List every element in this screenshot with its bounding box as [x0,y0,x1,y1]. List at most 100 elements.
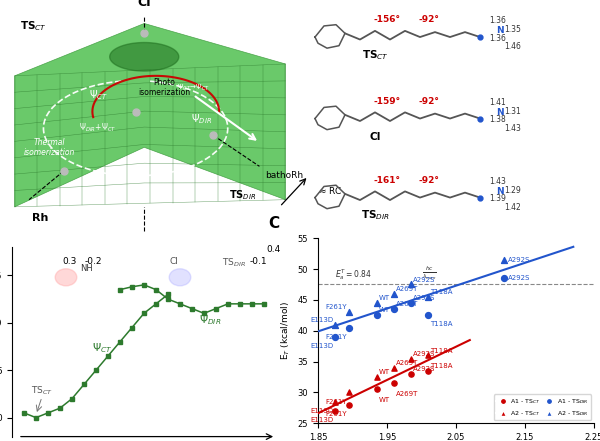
Text: -0.1: -0.1 [249,257,267,266]
Text: T118A: T118A [430,348,453,354]
Text: TS$_{DIR}$: TS$_{DIR}$ [229,188,256,202]
Text: 0.3: 0.3 [62,257,77,266]
Text: E113D: E113D [310,317,333,323]
Text: -92°: -92° [419,176,439,185]
Text: WT: WT [379,369,390,375]
Text: -156°: -156° [373,15,401,24]
Text: A269T: A269T [396,301,418,307]
Text: WT: WT [379,295,390,301]
Text: 1.36: 1.36 [489,34,506,43]
Point [372,299,382,306]
Text: A269T: A269T [396,360,418,366]
Text: TS$_{CT}$: TS$_{CT}$ [20,19,47,33]
Text: Rh: Rh [32,213,49,224]
Point [424,352,433,359]
Text: 1.41: 1.41 [489,98,506,107]
Point [344,324,354,331]
Point [389,364,398,371]
Text: $\Psi_{CT}$: $\Psi_{CT}$ [89,88,108,102]
Text: A292S: A292S [413,366,436,372]
Text: A269T: A269T [396,286,418,292]
Point [331,333,340,340]
Text: A292S: A292S [413,277,436,283]
Text: TS$_{CT}$: TS$_{CT}$ [31,385,53,397]
Text: 1.42: 1.42 [504,203,521,212]
Point [406,281,416,288]
Point [424,367,433,374]
Point [331,407,340,415]
Circle shape [55,269,77,286]
Text: E113D: E113D [310,417,333,423]
Text: A292S: A292S [413,295,436,301]
Text: $\approx$BLA: $\approx$BLA [60,262,90,273]
Text: NH: NH [80,264,93,273]
Text: TS$_{DIR}$: TS$_{DIR}$ [222,257,246,269]
Text: $\Psi_{DIR}$: $\Psi_{DIR}$ [191,112,212,126]
Text: A269T: A269T [396,391,418,396]
Text: TS$_{CT}$: TS$_{CT}$ [362,48,388,62]
Text: E113D: E113D [310,408,333,414]
Text: $\frac{hc}{\lambda_{max}}$: $\frac{hc}{\lambda_{max}}$ [421,265,436,282]
Text: 1.31: 1.31 [504,107,521,116]
Text: Photo
isomerization: Photo isomerization [139,78,190,97]
Text: 0.4: 0.4 [266,245,281,254]
Text: $\Psi_{CT}$: $\Psi_{CT}$ [92,341,112,355]
Text: 1.43: 1.43 [504,124,521,133]
Text: A292S: A292S [508,257,530,263]
Text: 1.29: 1.29 [504,186,521,194]
Text: 1.39: 1.39 [489,194,506,203]
Text: C: C [268,216,280,231]
Text: bathoRh: bathoRh [265,171,304,180]
Point [406,299,416,306]
Text: -0.2: -0.2 [85,257,103,266]
Point [389,306,398,313]
Point [372,374,382,381]
Text: N: N [497,187,504,196]
Polygon shape [110,42,179,71]
Text: 1.46: 1.46 [504,42,521,52]
Point [406,370,416,377]
Point [389,380,398,387]
Text: N: N [497,26,504,35]
Y-axis label: E$_T$ (kcal/mol): E$_T$ (kcal/mol) [280,301,292,360]
Point [331,398,340,405]
Point [331,321,340,328]
Text: $\Psi_{DIR}$: $\Psi_{DIR}$ [199,313,221,327]
Text: CI: CI [170,257,178,266]
Legend: A1 - TS$_{CT}$, A2 - TS$_{CT}$, A1 - TS$_{DIR}$, A2 - TS$_{DIR}$: A1 - TS$_{CT}$, A2 - TS$_{CT}$, A1 - TS$… [494,394,591,420]
Text: WT: WT [379,307,390,314]
Text: 1.36: 1.36 [489,16,506,26]
Point [389,290,398,297]
Text: A292S: A292S [413,351,436,357]
Point [344,401,354,408]
Text: 1.38: 1.38 [489,115,506,124]
Point [344,389,354,396]
Point [406,355,416,362]
Text: F261Y: F261Y [325,399,347,405]
Text: $\Psi_{DIR}{+}\Psi_{CT}$: $\Psi_{DIR}{+}\Psi_{CT}$ [79,122,117,135]
Text: A292S: A292S [508,275,530,281]
Point [424,312,433,319]
Text: 1.35: 1.35 [504,25,521,34]
Text: F261Y: F261Y [325,304,347,310]
Point [372,312,382,319]
Text: 1.43: 1.43 [489,177,506,186]
Circle shape [169,269,191,286]
Text: $E_a^T = 0.84$: $E_a^T = 0.84$ [335,267,372,282]
Polygon shape [14,23,286,207]
Point [344,309,354,316]
Text: T118A: T118A [430,363,453,369]
Point [500,256,509,263]
Point [372,386,382,393]
Point [500,275,509,282]
Text: TS$_{DIR}$: TS$_{DIR}$ [361,209,389,222]
Text: $\Psi_{CT}\!\to\!\Psi_{CT}$: $\Psi_{CT}\!\to\!\Psi_{CT}$ [177,82,209,93]
Text: Thermal
isomerization: Thermal isomerization [23,138,75,157]
Text: CI: CI [369,131,381,142]
Text: WT: WT [379,397,390,403]
Text: F261Y: F261Y [325,334,347,340]
Text: CI: CI [137,0,151,9]
Text: $\approx$RC: $\approx$RC [317,185,342,196]
Text: -92°: -92° [419,97,439,106]
Text: N: N [497,108,504,117]
